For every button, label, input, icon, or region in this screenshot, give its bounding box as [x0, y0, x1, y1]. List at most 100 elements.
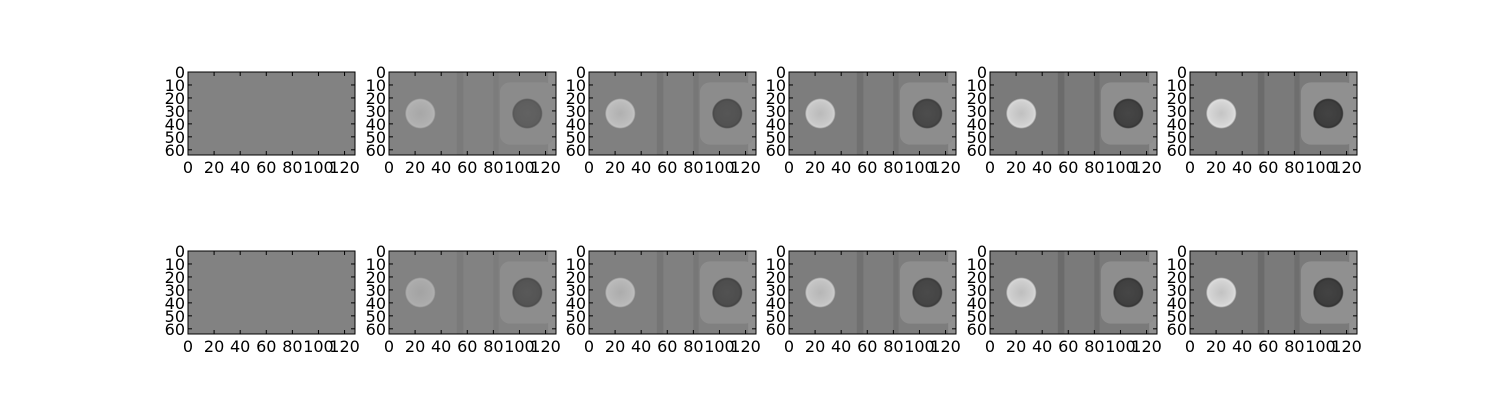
y-tick-label: 0: [1177, 63, 1187, 82]
y-tick-label: 10: [1167, 76, 1187, 95]
x-tick-label: 80: [683, 337, 703, 356]
y-tick-label: 60: [766, 320, 786, 339]
y-tick-label: 30: [766, 281, 786, 300]
image-heatmap: [389, 251, 556, 334]
y-tick-label: 40: [165, 294, 185, 313]
y-tick-label: 30: [366, 281, 386, 300]
x-tick-label: 0: [784, 158, 794, 177]
y-tick-label: 20: [165, 268, 185, 287]
y-tick-label: 40: [566, 294, 586, 313]
heatmap-band: [856, 251, 864, 334]
x-tick-label: 0: [985, 158, 995, 177]
y-tick-label: 60: [566, 320, 586, 339]
x-tick-label: 0: [784, 337, 794, 356]
x-tick-label: 100: [504, 158, 535, 177]
x-tick-label: 60: [256, 337, 276, 356]
y-tick-label: 20: [366, 89, 386, 108]
image-heatmap: [990, 251, 1157, 334]
y-tick-label: 20: [967, 89, 987, 108]
y-tick-label: 20: [967, 268, 987, 287]
y-tick-label: 0: [175, 242, 185, 261]
y-tick-label: 50: [165, 307, 185, 326]
image-heatmap: [589, 72, 756, 155]
x-tick-label: 60: [657, 158, 677, 177]
x-tick-label: 40: [831, 158, 851, 177]
x-tick-label: 80: [282, 337, 302, 356]
x-tick-label: 0: [1185, 158, 1195, 177]
x-tick-label: 60: [1258, 337, 1278, 356]
y-tick-label: 60: [566, 141, 586, 160]
x-tick-label: 120: [730, 337, 761, 356]
y-tick-label: 60: [366, 320, 386, 339]
image-heatmap: [990, 72, 1157, 155]
x-tick-label: 0: [985, 337, 995, 356]
x-tick-label: 100: [303, 337, 334, 356]
x-tick-label: 60: [657, 337, 677, 356]
heatmap-dark-spot: [911, 276, 943, 309]
x-tick-label: 40: [431, 158, 451, 177]
x-tick-label: 80: [1284, 158, 1304, 177]
x-tick-label: 120: [1131, 337, 1162, 356]
heatmap-band: [1057, 251, 1065, 334]
y-tick-label: 10: [967, 76, 987, 95]
x-tick-label: 40: [631, 158, 651, 177]
heatmap-band: [893, 251, 899, 334]
x-tick-label: 80: [883, 337, 903, 356]
y-tick-label: 30: [366, 102, 386, 121]
y-tick-label: 0: [376, 63, 386, 82]
x-tick-label: 80: [883, 158, 903, 177]
x-tick-label: 20: [805, 337, 825, 356]
heatmap-band: [656, 251, 664, 334]
x-tick-label: 120: [329, 337, 360, 356]
x-tick-label: 20: [1006, 158, 1026, 177]
y-tick-label: 10: [366, 255, 386, 274]
y-tick-label: 30: [967, 102, 987, 121]
y-tick-label: 30: [1167, 102, 1187, 121]
y-tick-label: 60: [967, 320, 987, 339]
x-tick-label: 60: [857, 158, 877, 177]
y-tick-label: 20: [566, 268, 586, 287]
y-tick-label: 0: [977, 63, 987, 82]
heatmap-band: [893, 72, 899, 155]
y-tick-label: 60: [1167, 320, 1187, 339]
y-tick-label: 0: [1177, 242, 1187, 261]
y-tick-label: 60: [165, 141, 185, 160]
y-tick-label: 20: [566, 89, 586, 108]
x-tick-label: 20: [605, 337, 625, 356]
x-tick-label: 20: [405, 337, 425, 356]
y-tick-label: 40: [165, 115, 185, 134]
y-tick-label: 10: [165, 76, 185, 95]
heatmap-dark-spot: [1312, 276, 1344, 309]
y-tick-label: 10: [766, 255, 786, 274]
heatmap-band: [656, 72, 664, 155]
y-tick-label: 10: [566, 255, 586, 274]
y-tick-label: 20: [1167, 89, 1187, 108]
heatmap-band: [693, 251, 699, 334]
y-tick-label: 50: [366, 128, 386, 147]
y-tick-label: 40: [1167, 294, 1187, 313]
heatmap-band: [493, 251, 499, 334]
x-tick-label: 120: [930, 337, 961, 356]
y-tick-label: 30: [766, 102, 786, 121]
image-heatmap: [789, 72, 956, 155]
x-tick-label: 60: [1058, 158, 1078, 177]
y-tick-label: 30: [566, 281, 586, 300]
heatmap-dark-spot: [511, 97, 543, 130]
heatmap-bright-spot: [1205, 276, 1237, 309]
image-heatmap: [789, 251, 956, 334]
y-tick-label: 60: [366, 141, 386, 160]
axes-frame: [788, 71, 957, 156]
y-tick-label: 40: [366, 294, 386, 313]
x-tick-label: 80: [282, 158, 302, 177]
axes-frame: [1189, 250, 1358, 335]
x-tick-label: 0: [1185, 337, 1195, 356]
y-tick-label: 10: [366, 76, 386, 95]
y-tick-label: 40: [566, 115, 586, 134]
x-tick-label: 100: [1105, 337, 1136, 356]
heatmap-band: [1257, 251, 1265, 334]
